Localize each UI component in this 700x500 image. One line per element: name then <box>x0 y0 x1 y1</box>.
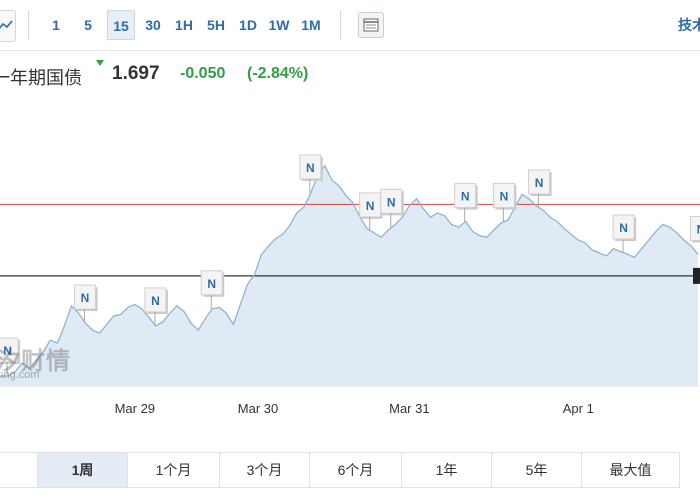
news-marker[interactable]: N <box>74 284 98 324</box>
range-button-1w[interactable]: 1周 <box>38 453 128 487</box>
news-marker-label: N <box>500 190 509 204</box>
news-marker[interactable]: N <box>299 154 323 193</box>
technical-link[interactable]: 技术 <box>678 17 700 33</box>
table-icon <box>363 18 379 32</box>
down-arrow-icon <box>96 60 104 66</box>
news-marker[interactable]: N <box>612 214 637 254</box>
news-marker-label: N <box>619 221 628 235</box>
interval-30[interactable]: 30 <box>145 17 161 33</box>
table-view-button[interactable] <box>358 12 384 38</box>
range-button-1d[interactable] <box>0 453 38 487</box>
price-change-percent: (-2.84%) <box>247 65 309 82</box>
line-chart-icon <box>0 20 13 30</box>
news-marker-label: N <box>697 222 700 236</box>
toolbar-separator <box>28 10 29 40</box>
current-price-marker <box>693 267 700 284</box>
news-marker-label: N <box>81 291 90 305</box>
interval-15[interactable]: 15 <box>107 10 135 40</box>
series-line <box>0 164 699 377</box>
interval-1[interactable]: 1 <box>52 17 60 33</box>
news-marker[interactable]: N <box>144 287 168 326</box>
interval-1w[interactable]: 1W <box>268 17 290 33</box>
news-marker[interactable]: N <box>380 188 404 228</box>
watermark-logo: 汐财情 <box>0 348 71 375</box>
interval-1h[interactable]: 1H <box>175 17 193 33</box>
news-marker-label: N <box>306 161 315 175</box>
toolbar-separator <box>340 10 341 40</box>
range-button-max[interactable]: 最大值 <box>582 453 680 487</box>
news-marker[interactable]: N <box>359 192 383 231</box>
last-price: 1.697 <box>112 63 160 84</box>
news-marker[interactable]: N <box>690 215 700 254</box>
news-marker[interactable]: N <box>528 169 552 208</box>
range-button-1y[interactable]: 1年 <box>402 453 492 487</box>
news-marker-label: N <box>151 294 160 308</box>
range-button-3m[interactable]: 3个月 <box>220 453 310 487</box>
news-marker[interactable]: N <box>200 270 225 309</box>
interval-5[interactable]: 5 <box>84 17 92 33</box>
watermark-domain: ting.com <box>0 369 40 381</box>
news-marker[interactable]: N <box>454 183 478 222</box>
news-marker-label: N <box>535 176 544 190</box>
interval-1d[interactable]: 1D <box>239 17 257 33</box>
news-marker-label: N <box>366 199 375 213</box>
range-button-5y[interactable]: 5年 <box>492 453 582 487</box>
news-marker[interactable]: N <box>492 183 517 222</box>
x-tick-label: Mar 30 <box>238 401 278 416</box>
news-marker-label: N <box>207 277 216 291</box>
news-marker[interactable]: N <box>0 337 21 376</box>
instrument-name: 一年期国债 <box>0 68 82 88</box>
interval-1m[interactable]: 1M <box>301 17 321 33</box>
range-button-1m[interactable]: 1个月 <box>128 453 220 487</box>
interval-5h[interactable]: 5H <box>207 17 225 33</box>
chart-toolbar: 1 5 15 30 1H 5H 1D 1W 1M 技术 <box>0 0 700 51</box>
range-button-6m[interactable]: 6个月 <box>310 453 402 487</box>
x-tick-label: Apr 1 <box>563 401 594 416</box>
price-change: -0.050 <box>180 65 226 82</box>
news-marker-label: N <box>3 344 12 358</box>
news-marker-label: N <box>461 190 470 204</box>
x-tick-label: Mar 31 <box>389 401 429 416</box>
news-marker-box <box>690 215 700 241</box>
range-selector: 1周 1个月 3个月 6个月 1年 5年 最大值 <box>0 452 680 488</box>
x-tick-label: Mar 29 <box>115 401 155 416</box>
news-marker-label: N <box>387 195 396 209</box>
chart-type-button[interactable] <box>0 10 16 42</box>
